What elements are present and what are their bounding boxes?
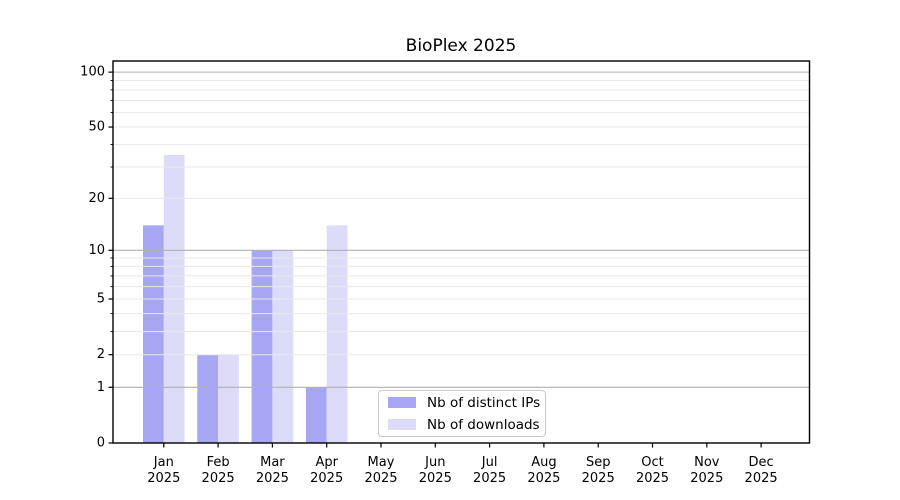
y-tick-label: 1 (97, 380, 105, 395)
x-tick-label-mar: Mar 2025 (256, 455, 289, 486)
x-tick-label-aug: Aug 2025 (527, 455, 560, 486)
y-tick-label: 5 (97, 292, 105, 307)
x-tick-label-dec: Dec 2025 (745, 455, 778, 486)
bar-mar-distinct-ips (251, 250, 273, 443)
x-tick-label-apr: Apr 2025 (310, 455, 343, 486)
bar-feb-distinct-ips (197, 354, 219, 443)
legend-box: Nb of distinct IPs Nb of downloads (378, 390, 546, 437)
y-tick-label: 50 (88, 120, 105, 135)
x-tick-label-feb: Feb 2025 (202, 455, 235, 486)
y-tick-label: 0 (97, 436, 105, 451)
legend-swatch-distinct-ips (388, 397, 416, 408)
chart-title: BioPlex 2025 (405, 36, 517, 56)
legend-item-downloads: Nb of downloads (388, 417, 545, 433)
y-tick-label: 20 (88, 191, 105, 206)
x-tick-label-jul: Jul 2025 (473, 455, 506, 486)
legend-label-downloads: Nb of downloads (427, 416, 540, 433)
bar-mar-downloads (272, 250, 294, 443)
legend-item-distinct-ips: Nb of distinct IPs (388, 395, 545, 411)
bar-apr-downloads (326, 225, 348, 443)
legend-swatch-downloads (388, 419, 416, 430)
x-tick-label-jan: Jan 2025 (147, 455, 180, 486)
bar-apr-distinct-ips (305, 387, 327, 443)
x-tick-label-may: May 2025 (364, 455, 397, 486)
y-tick-label: 2 (97, 347, 105, 362)
x-tick-label-jun: Jun 2025 (419, 455, 452, 486)
bar-feb-downloads (218, 354, 239, 443)
y-tick-label: 10 (88, 243, 105, 258)
legend-label-distinct-ips: Nb of distinct IPs (427, 394, 541, 411)
x-tick-label-oct: Oct 2025 (636, 455, 669, 486)
y-tick-label: 100 (80, 65, 105, 80)
x-tick-label-nov: Nov 2025 (690, 455, 723, 486)
bar-jan-distinct-ips (143, 225, 164, 443)
plot-frame (112, 60, 811, 444)
x-tick-label-sep: Sep 2025 (582, 455, 615, 486)
